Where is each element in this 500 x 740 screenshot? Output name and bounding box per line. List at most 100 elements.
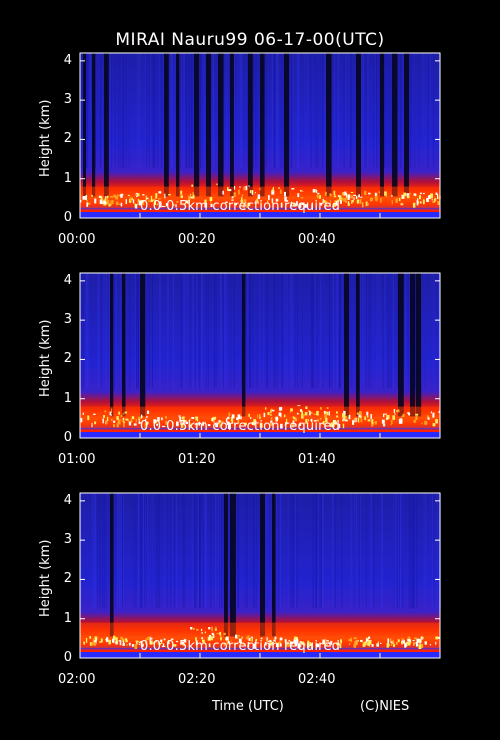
- cloud-top-mark: [296, 201, 298, 206]
- noise-streak: [125, 273, 127, 389]
- cloud-top-mark: [290, 641, 293, 645]
- cloud-top-mark: [85, 195, 87, 199]
- noise-streak: [212, 53, 214, 169]
- dark-column: [164, 53, 169, 197]
- noise-streak: [331, 273, 333, 389]
- cloud-top-mark: [103, 415, 105, 418]
- cloud-top-mark: [342, 420, 345, 422]
- noise-streak: [234, 53, 235, 169]
- dark-column: [260, 53, 265, 197]
- cloud-top-mark: [130, 197, 133, 202]
- noise-streak: [238, 493, 239, 609]
- noise-streak: [180, 273, 182, 389]
- cloud-top-mark: [336, 199, 340, 203]
- noise-streak: [144, 53, 146, 169]
- noise-streak: [137, 53, 139, 169]
- cloud-top-mark: [320, 203, 323, 206]
- noise-streak: [429, 53, 431, 169]
- noise-streak: [366, 493, 367, 609]
- cloud-top-mark: [324, 191, 327, 196]
- cloud-top-mark: [356, 199, 360, 204]
- dark-column: [356, 273, 360, 417]
- noise-streak: [427, 53, 429, 169]
- cloud-top-mark: [413, 642, 415, 646]
- cloud-top-mark: [142, 201, 143, 203]
- noise-streak: [290, 493, 291, 609]
- cloud-top-mark: [338, 195, 342, 201]
- noise-streak: [256, 273, 259, 389]
- noise-streak: [383, 273, 385, 389]
- cloud-top-mark: [298, 644, 301, 648]
- cloud-top-mark: [87, 415, 90, 421]
- cloud-top-mark: [213, 419, 215, 423]
- cloud-top-mark: [409, 193, 411, 195]
- cloud-top-mark: [156, 420, 158, 423]
- noise-streak: [317, 493, 320, 609]
- cloud-top-mark: [422, 199, 425, 205]
- noise-streak: [151, 493, 153, 609]
- cloud-top-mark: [278, 641, 282, 644]
- noise-streak: [414, 273, 416, 389]
- cloud-top-mark: [367, 419, 371, 422]
- cloud-top-mark: [342, 419, 345, 422]
- cloud-top-mark: [200, 628, 203, 631]
- noise-streak: [329, 273, 330, 389]
- cloud-top-mark: [377, 641, 379, 644]
- noise-streak: [264, 493, 266, 609]
- noise-streak: [255, 493, 257, 609]
- cloud-top-mark: [202, 421, 204, 426]
- noise-streak: [266, 493, 268, 609]
- noise-streak: [377, 273, 379, 389]
- noise-streak: [313, 273, 314, 389]
- noise-streak: [271, 53, 273, 169]
- noise-streak: [102, 493, 104, 609]
- cloud-top-mark: [150, 199, 154, 202]
- cloud-top-mark: [236, 643, 238, 645]
- noise-streak: [283, 53, 285, 169]
- noise-streak: [187, 273, 189, 389]
- noise-streak: [188, 53, 190, 169]
- cloud-top-mark: [93, 413, 96, 415]
- cloud-top-mark: [390, 424, 392, 426]
- cloud-top-mark: [407, 638, 410, 642]
- cloud-top-mark: [397, 639, 400, 643]
- cloud-top-mark: [131, 198, 133, 200]
- cloud-top-mark: [230, 640, 232, 642]
- chart-title: MIRAI Nauru99 06-17-00(UTC): [115, 30, 385, 50]
- cloud-top-mark: [299, 409, 302, 412]
- cloud-top-mark: [280, 412, 282, 418]
- cloud-top-mark: [383, 413, 385, 418]
- cloud-top-mark: [267, 200, 269, 204]
- noise-streak: [421, 273, 422, 389]
- cloud-top-mark: [300, 197, 304, 199]
- cloud-top-mark: [120, 636, 124, 640]
- noise-streak: [281, 53, 283, 169]
- cloud-top-mark: [248, 185, 250, 187]
- cloud-top-mark: [350, 195, 354, 199]
- noise-streak: [411, 493, 413, 609]
- cloud-top-mark: [304, 643, 306, 647]
- dark-column: [398, 273, 404, 417]
- noise-streak: [410, 53, 412, 169]
- noise-streak: [393, 493, 395, 609]
- noise-streak: [367, 53, 369, 169]
- cloud-top-mark: [149, 637, 153, 640]
- noise-streak: [111, 53, 112, 169]
- noise-streak: [249, 273, 251, 389]
- cloud-top-mark: [427, 417, 430, 420]
- cloud-top-mark: [244, 422, 247, 426]
- noise-streak: [195, 493, 196, 609]
- cloud-top-mark: [430, 193, 433, 199]
- cloud-top-mark: [184, 420, 187, 422]
- cloud-top-mark: [342, 413, 344, 418]
- cloud-top-mark: [221, 421, 223, 426]
- noise-streak: [438, 273, 440, 389]
- cloud-top-mark: [89, 642, 92, 646]
- noise-streak: [307, 53, 309, 169]
- noise-streak: [350, 273, 352, 389]
- cloud-top-mark: [251, 421, 255, 425]
- noise-streak: [142, 493, 144, 609]
- noise-streak: [116, 493, 119, 609]
- cloud-top-mark: [285, 641, 288, 647]
- cloud-top-mark: [100, 638, 103, 643]
